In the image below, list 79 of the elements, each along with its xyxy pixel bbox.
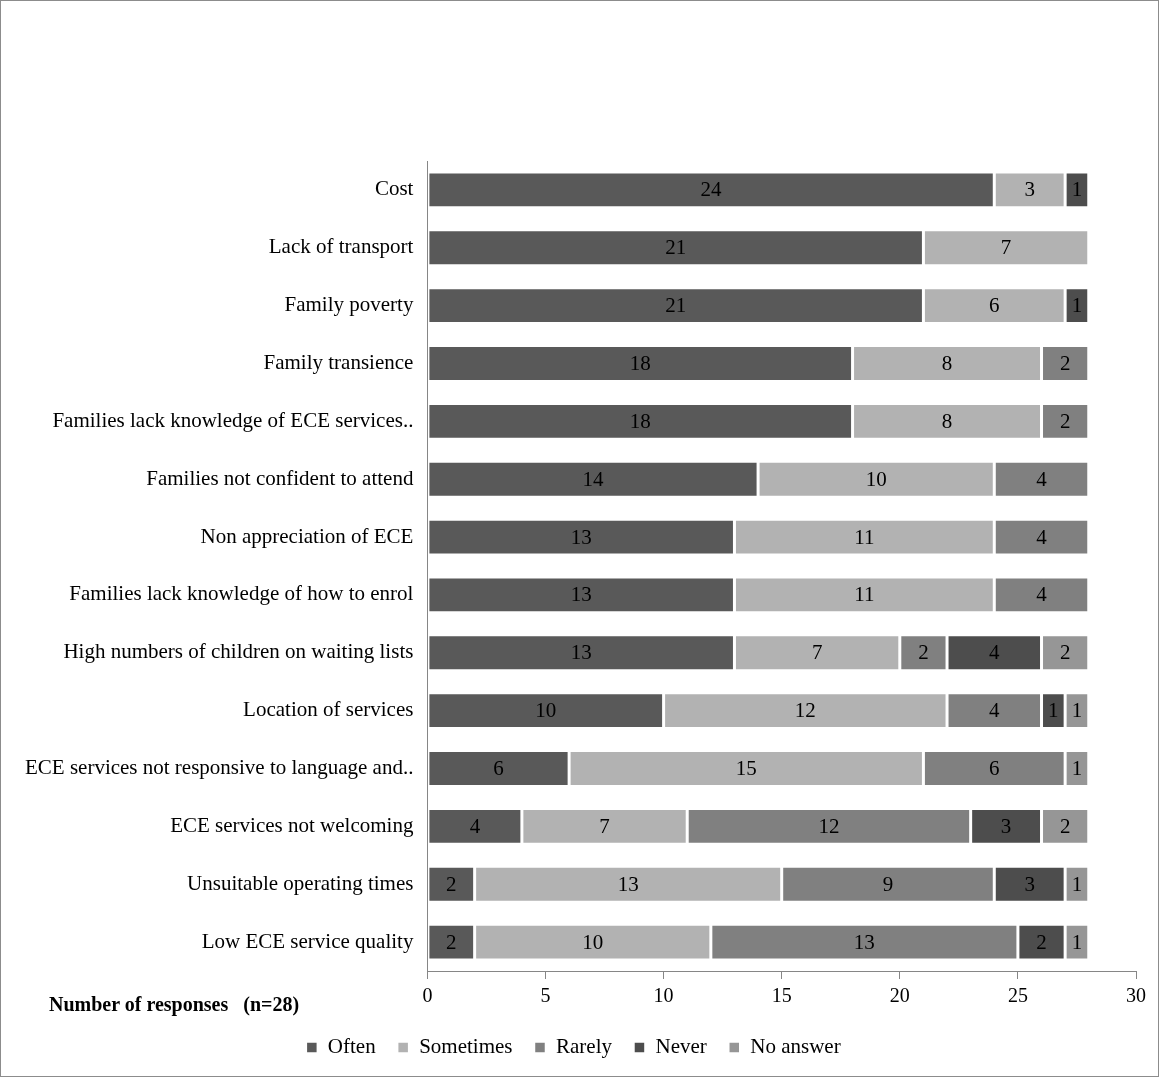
data-label: 1 (1071, 177, 1083, 202)
data-label: 7 (811, 640, 823, 665)
data-label: 13 (570, 582, 592, 607)
data-label: 1 (1071, 293, 1083, 318)
y-tick-label: Unsuitable operating times (187, 870, 414, 895)
x-tick-label: 5 (540, 984, 551, 1007)
legend-label: Often (327, 1034, 377, 1059)
data-label: 11 (854, 582, 875, 607)
data-label: 21 (665, 293, 687, 318)
data-label: 6 (493, 756, 504, 781)
data-label: 7 (1000, 235, 1012, 260)
x-tick-label: 0 (422, 984, 433, 1007)
x-axis-title: Number of responses (n=28) (49, 993, 300, 1017)
y-tick-label: Family poverty (284, 292, 414, 317)
data-label: 18 (629, 408, 651, 433)
data-label: 7 (599, 813, 610, 838)
data-label: 1 (1071, 871, 1083, 896)
y-tick-label: Families lack knowledge of ECE services.. (52, 407, 414, 432)
data-label: 1 (1071, 756, 1083, 781)
data-label: 10 (535, 698, 557, 723)
data-label: 24 (700, 177, 723, 202)
data-label: 12 (794, 698, 816, 723)
data-label: 6 (989, 293, 1000, 318)
data-label: 6 (989, 756, 1000, 781)
data-label: 2 (1059, 351, 1071, 376)
y-tick-label: Family transience (263, 350, 414, 375)
x-tick-label: 15 (771, 984, 792, 1007)
y-tick-label: Location of services (243, 697, 414, 722)
data-label: 4 (989, 640, 1001, 665)
data-label: 2 (446, 871, 457, 896)
data-label: 11 (854, 524, 875, 549)
data-label: 4 (469, 813, 481, 838)
data-label: 13 (570, 640, 592, 665)
data-label: 2 (1059, 640, 1071, 665)
data-label: 4 (1036, 524, 1048, 549)
legend-label: Rarely (555, 1034, 613, 1059)
data-label: 9 (882, 871, 894, 896)
x-tick-label: 30 (1126, 984, 1146, 1007)
data-label: 2 (918, 640, 929, 665)
data-label: 8 (941, 408, 953, 433)
y-tick-label: Cost (374, 176, 414, 201)
x-tick-label: 20 (889, 984, 910, 1007)
x-tick-label: 10 (653, 984, 674, 1007)
data-label: 1 (1071, 929, 1083, 954)
data-label: 4 (989, 698, 1001, 723)
data-label: 13 (853, 929, 875, 954)
data-label: 1 (1071, 698, 1083, 723)
y-tick-label: Families not confident to attend (146, 465, 414, 490)
data-label: 12 (818, 813, 840, 838)
data-label: 13 (617, 871, 639, 896)
data-label: 3 (1000, 813, 1012, 838)
data-label: 4 (1036, 466, 1048, 491)
data-label: 8 (941, 351, 953, 376)
data-label: 1 (1048, 698, 1059, 723)
legend-label: Sometimes (419, 1034, 513, 1059)
y-tick-label: Lack of transport (268, 234, 414, 259)
data-label: 3 (1024, 871, 1035, 896)
data-label: 14 (582, 466, 604, 491)
data-label: 13 (570, 524, 592, 549)
x-tick-label: 25 (1007, 984, 1028, 1007)
data-label: 10 (582, 929, 604, 954)
y-tick-label: Low ECE service quality (201, 928, 414, 953)
y-tick-label: Families lack knowledge of how to enrol (69, 581, 414, 606)
data-label: 3 (1024, 177, 1035, 202)
y-tick-label: ECE services not welcoming (170, 812, 414, 837)
y-tick-label: High numbers of children on waiting lists (63, 639, 414, 664)
data-label: 4 (1036, 582, 1048, 607)
data-label: 2 (446, 929, 457, 954)
legend-label: Never (655, 1034, 707, 1059)
y-tick-label: Non appreciation of ECE (200, 523, 414, 548)
y-tick-label: ECE services not responsive to language and.. (24, 755, 414, 780)
data-label: 2 (1059, 408, 1071, 433)
data-label: 21 (665, 235, 687, 260)
legend-label: No answer (750, 1034, 841, 1059)
data-label: 10 (865, 466, 887, 491)
data-label: 18 (629, 351, 651, 376)
data-label: 2 (1059, 813, 1071, 838)
data-label: 15 (735, 756, 757, 781)
data-label: 2 (1036, 929, 1047, 954)
